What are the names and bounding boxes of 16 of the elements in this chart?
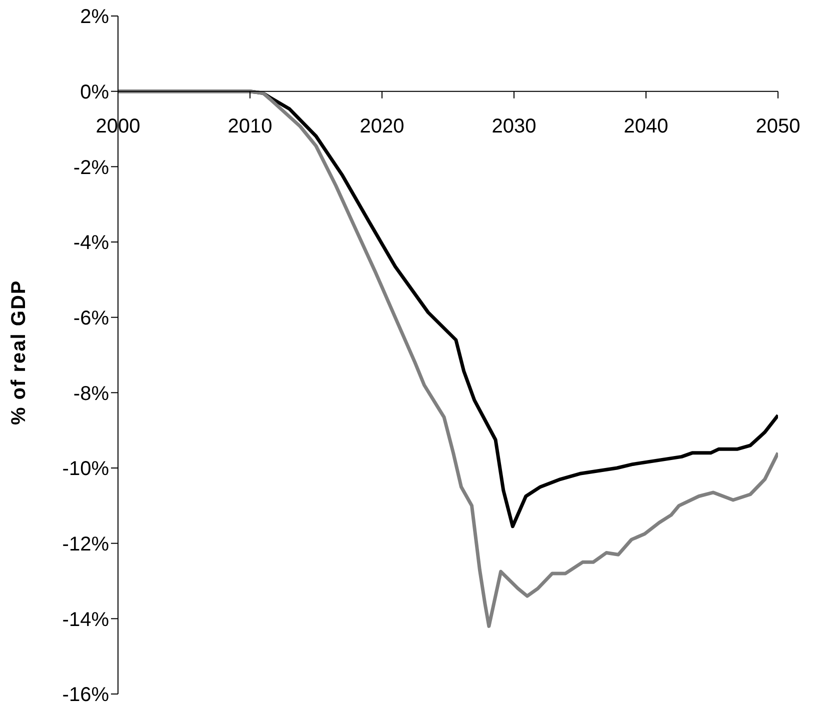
y-tick-label: -14%: [62, 608, 110, 631]
x-tick-label: 2020: [360, 115, 404, 138]
y-tick-label: -8%: [73, 382, 110, 405]
y-tick-label: -16%: [62, 684, 110, 706]
y-tick-label: -10%: [62, 458, 110, 480]
y-tick-label: -12%: [62, 533, 110, 556]
x-tick-label: 2010: [228, 115, 272, 138]
x-tick-label: 2050: [756, 115, 800, 138]
y-tick-label: -6%: [73, 307, 110, 330]
x-tick-label: 2030: [492, 115, 536, 138]
y-axis-title: % of real GDP: [8, 280, 30, 425]
x-tick-label: 2040: [624, 115, 668, 138]
y-tick-label: 2%: [80, 6, 110, 28]
y-tick-label: -4%: [73, 232, 110, 254]
y-tick-label: -2%: [73, 156, 110, 179]
y-tick-label: 0%: [80, 81, 110, 104]
